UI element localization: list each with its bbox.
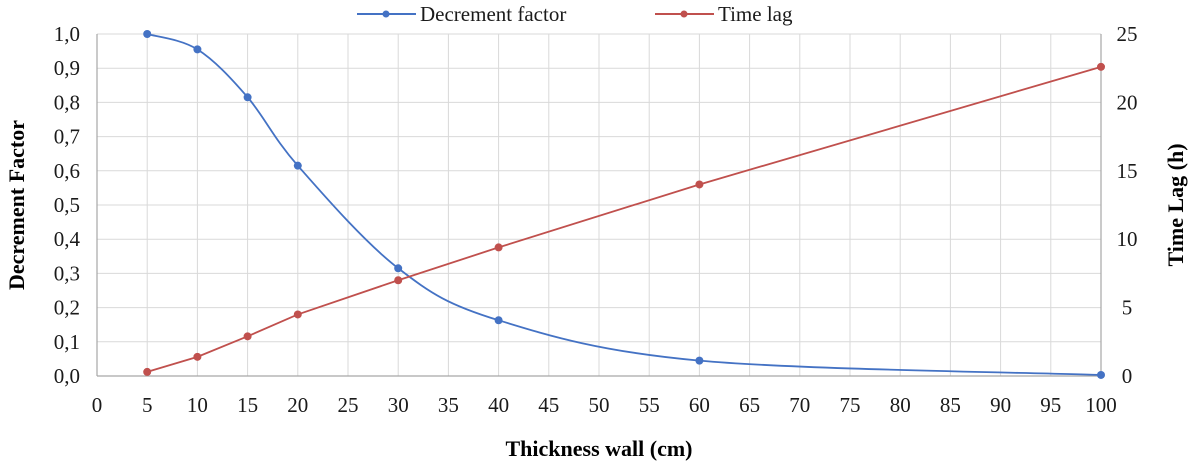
series-time-lag: [143, 62, 1105, 376]
y-tick-label: 0,6: [54, 159, 80, 183]
data-point-time-lag: [494, 243, 503, 252]
data-point-time-lag: [143, 367, 152, 376]
y2-tick-label: 20: [1117, 90, 1138, 114]
legend: Decrement factor Time lag: [357, 2, 793, 26]
y-tick-label: 0,9: [54, 56, 80, 80]
y-tick-label: 0,7: [54, 125, 80, 149]
series-decrement-factor: [143, 30, 1105, 379]
x-tick-label: 25: [338, 393, 359, 417]
legend-label-time-lag: Time lag: [718, 2, 793, 26]
data-point-decrement-factor: [143, 30, 152, 38]
x-axis-title: Thickness wall (cm): [506, 436, 693, 461]
x-tick-label: 85: [940, 393, 961, 417]
y-tick-label: 1,0: [54, 22, 80, 46]
x-tick-label: 70: [789, 393, 810, 417]
data-point-decrement-factor: [1097, 370, 1105, 379]
x-tick-label: 10: [187, 393, 208, 417]
y-axis-title: Decrement Factor: [4, 120, 29, 290]
y-tick-label: 0,0: [54, 364, 80, 388]
data-point-decrement-factor: [695, 356, 704, 365]
y2-axis-title: Time Lag (h): [1163, 143, 1188, 266]
y2-tick-label: 5: [1122, 296, 1133, 320]
legend-item-decrement-factor: Decrement factor: [357, 2, 566, 26]
x-tick-label: 30: [388, 393, 409, 417]
y-tick-label: 0,1: [54, 330, 80, 354]
x-tick-label: 90: [990, 393, 1011, 417]
y-tick-label: 0,3: [54, 261, 80, 285]
x-tick-label: 50: [589, 393, 610, 417]
axes: 0 5 10 15 20 25 30 35 40 45 50 55 60 65 70 75 80 85 90 95 10…: [54, 22, 1138, 417]
data-point-decrement-factor: [494, 316, 503, 325]
x-tick-label: 20: [287, 393, 308, 417]
data-point-time-lag: [243, 332, 252, 341]
y-tick-label: 0,2: [54, 296, 80, 320]
data-point-decrement-factor: [394, 264, 403, 273]
data-point-time-lag: [695, 180, 704, 189]
legend-label-decrement-factor: Decrement factor: [420, 2, 566, 26]
x-tick-label: 75: [840, 393, 861, 417]
data-point-time-lag: [193, 352, 202, 361]
series-line-decrement-factor: [146, 33, 1102, 376]
x-tick-label: 45: [538, 393, 559, 417]
series: [143, 30, 1105, 379]
y2-tick-label: 0: [1122, 364, 1133, 388]
x-tick-label: 55: [639, 393, 660, 417]
data-point-time-lag: [293, 310, 302, 319]
x-tick-label: 95: [1040, 393, 1061, 417]
x-tick-label: 15: [237, 393, 258, 417]
y-tick-label: 0,5: [54, 193, 80, 217]
grid: [97, 33, 1102, 376]
x-tick-label: 35: [438, 393, 459, 417]
y-tick-label: 0,8: [54, 90, 80, 114]
x-tick-label: 0: [92, 393, 103, 417]
y2-tick-label: 25: [1117, 22, 1138, 46]
y-tick-label: 0,4: [54, 227, 81, 251]
data-point-decrement-factor: [243, 93, 252, 102]
y2-tick-label: 10: [1117, 227, 1138, 251]
y2-tick-label: 15: [1117, 159, 1138, 183]
x-tick-label: 65: [739, 393, 760, 417]
data-point-decrement-factor: [193, 45, 202, 54]
legend-item-time-lag: Time lag: [655, 2, 793, 26]
x-tick-label: 80: [890, 393, 911, 417]
series-line-time-lag: [146, 65, 1102, 373]
data-point-time-lag: [1097, 62, 1105, 71]
x-tick-label: 5: [142, 393, 153, 417]
data-point-decrement-factor: [293, 161, 302, 170]
x-tick-label: 100: [1085, 393, 1117, 417]
data-point-time-lag: [394, 276, 403, 285]
x-tick-label: 40: [488, 393, 509, 417]
x-tick-label: 60: [689, 393, 710, 417]
